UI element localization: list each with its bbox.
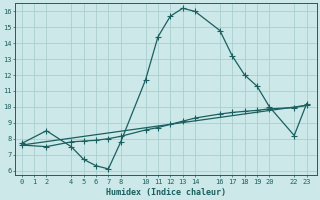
X-axis label: Humidex (Indice chaleur): Humidex (Indice chaleur) [106,188,226,197]
